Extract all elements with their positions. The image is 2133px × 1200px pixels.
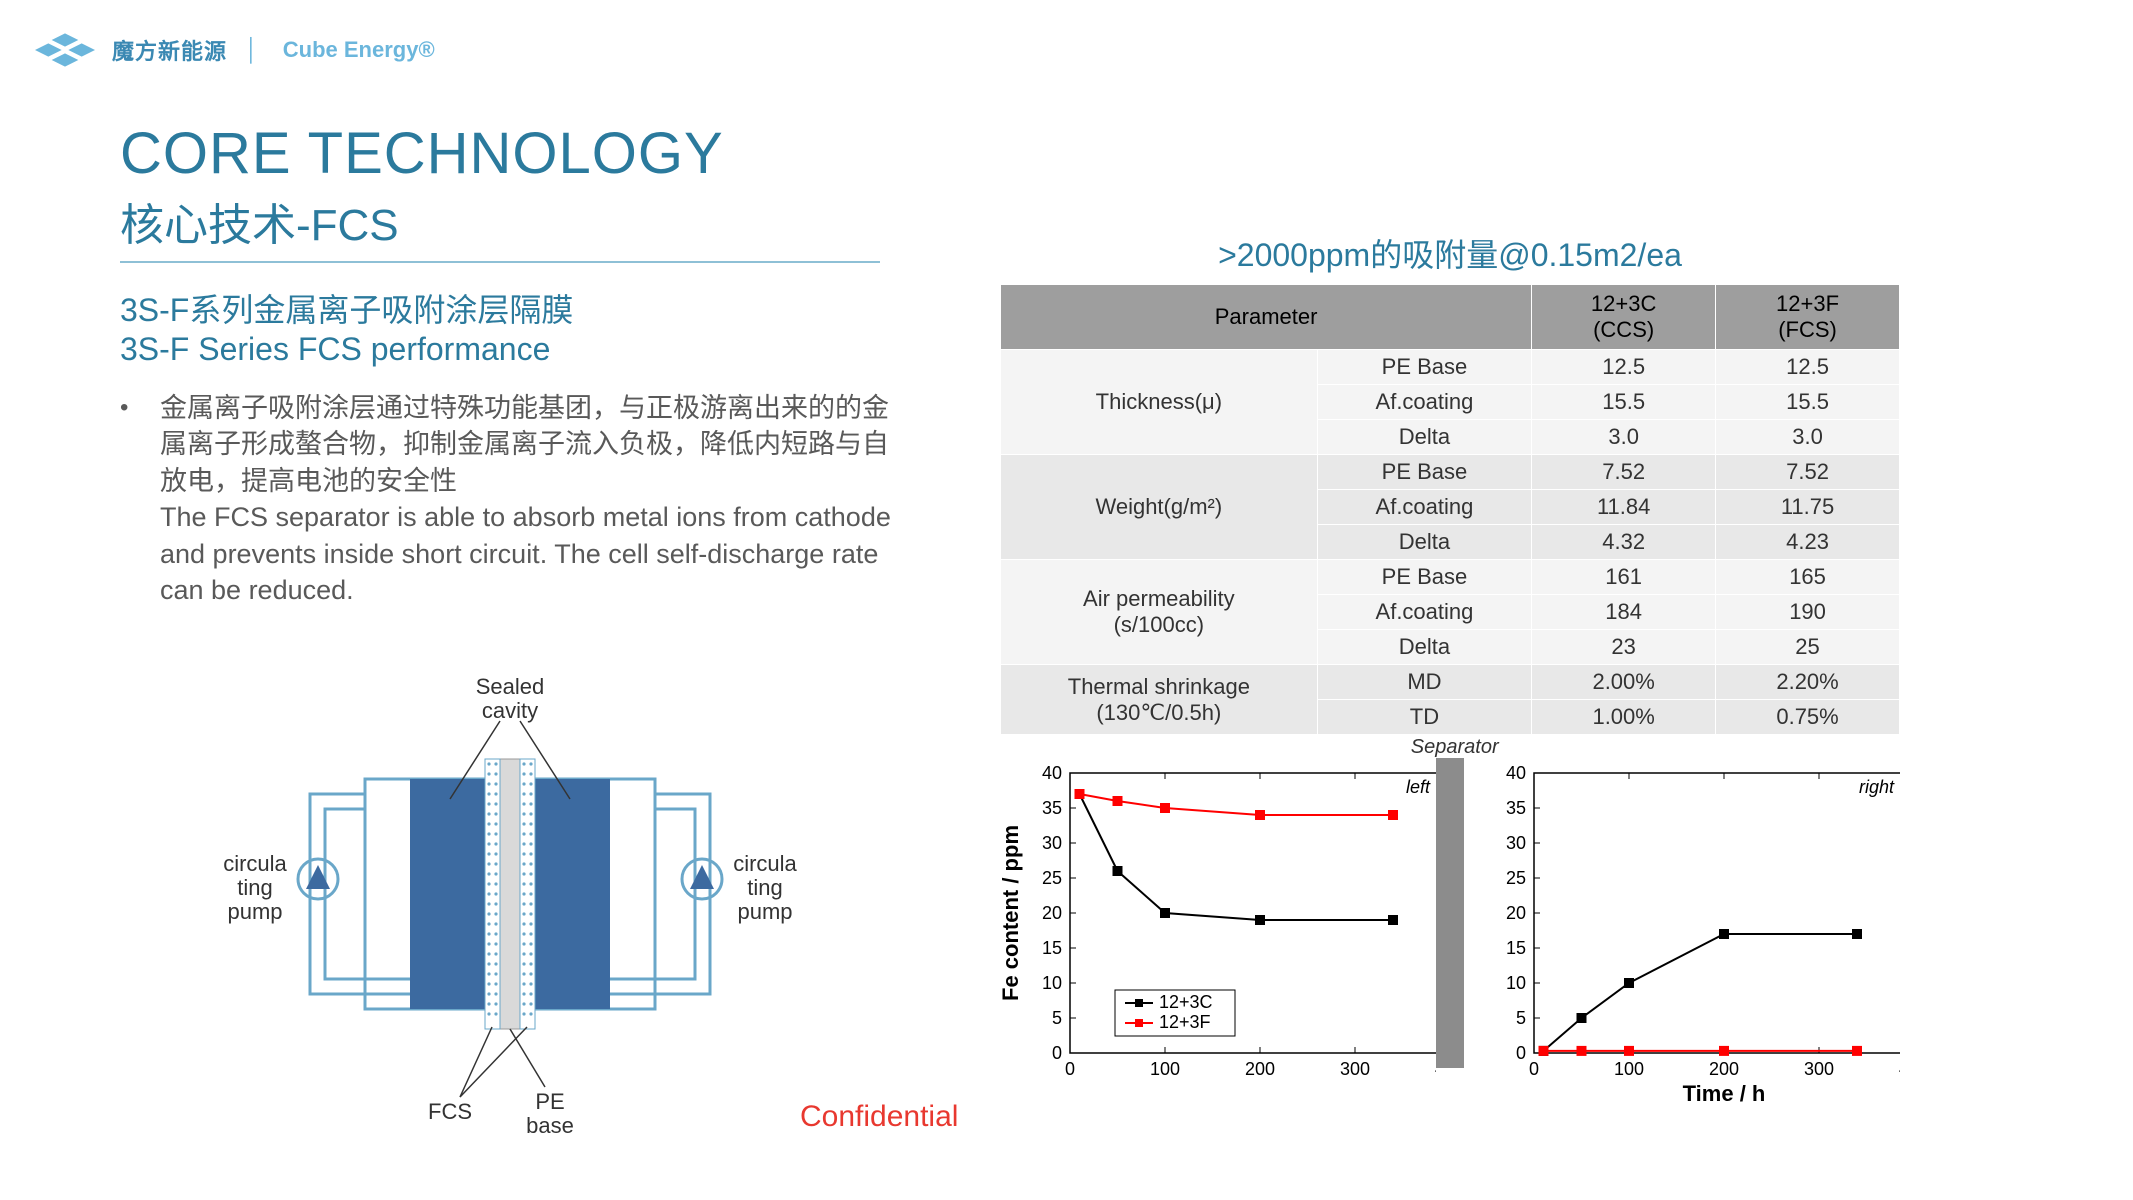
chart-right: 05101520253035400100200300400rightTime /… bbox=[1464, 753, 1900, 1108]
chart-left: 05101520253035400100200300400left12+3C12… bbox=[1000, 753, 1436, 1108]
bullet-icon: • bbox=[120, 392, 128, 424]
logo-bar: 魔方新能源 │ Cube Energy® bbox=[30, 20, 2093, 110]
logo-icon bbox=[30, 30, 100, 70]
separator-bar: Separator bbox=[1436, 758, 1464, 1068]
svg-text:pump: pump bbox=[737, 899, 792, 924]
svg-text:Sealed: Sealed bbox=[476, 674, 545, 699]
right-headline: >2000ppm的吸附量@0.15m2/ea bbox=[1000, 230, 1900, 276]
svg-text:5: 5 bbox=[1516, 1008, 1526, 1028]
svg-text:PE: PE bbox=[535, 1089, 564, 1114]
svg-text:10: 10 bbox=[1506, 973, 1526, 993]
svg-text:5: 5 bbox=[1052, 1008, 1062, 1028]
fcs-diagram: Sealedcavitycirculatingpumpcirculatingpu… bbox=[200, 649, 820, 1149]
svg-text:12+3F: 12+3F bbox=[1159, 1012, 1211, 1032]
svg-text:ting: ting bbox=[747, 875, 782, 900]
svg-text:400: 400 bbox=[1899, 1059, 1900, 1079]
body-paragraph: • 金属离子吸附涂层通过特殊功能基团，与正极游离出来的的金属离子形成螯合物，抑制… bbox=[120, 390, 900, 609]
svg-text:300: 300 bbox=[1804, 1059, 1834, 1079]
svg-text:0: 0 bbox=[1052, 1043, 1062, 1063]
svg-text:0: 0 bbox=[1529, 1059, 1539, 1079]
diagram-wrap: Sealedcavitycirculatingpumpcirculatingpu… bbox=[120, 649, 900, 1149]
svg-text:ting: ting bbox=[237, 875, 272, 900]
svg-text:40: 40 bbox=[1506, 763, 1526, 783]
parameter-table: Parameter12+3C(CCS)12+3F(FCS)Thickness(μ… bbox=[1000, 284, 1900, 735]
svg-text:right: right bbox=[1859, 777, 1895, 797]
separator-label: Separator bbox=[1411, 736, 1499, 759]
svg-text:300: 300 bbox=[1340, 1059, 1370, 1079]
chart-row: 05101520253035400100200300400left12+3C12… bbox=[1000, 753, 1900, 1108]
svg-text:35: 35 bbox=[1506, 798, 1526, 818]
svg-text:100: 100 bbox=[1614, 1059, 1644, 1079]
svg-text:40: 40 bbox=[1042, 763, 1062, 783]
title-underline bbox=[120, 261, 880, 263]
svg-text:cavity: cavity bbox=[482, 698, 538, 723]
slide-page: 魔方新能源 │ Cube Energy® CORE TECHNOLOGY 核心技… bbox=[0, 0, 2133, 1200]
svg-text:200: 200 bbox=[1709, 1059, 1739, 1079]
svg-text:12+3C: 12+3C bbox=[1159, 992, 1213, 1012]
svg-text:0: 0 bbox=[1065, 1059, 1075, 1079]
svg-text:20: 20 bbox=[1506, 903, 1526, 923]
svg-text:Time / h: Time / h bbox=[1683, 1081, 1766, 1106]
right-column: >2000ppm的吸附量@0.15m2/ea Parameter12+3C(CC… bbox=[1000, 230, 1900, 1108]
svg-text:FCS: FCS bbox=[428, 1099, 472, 1124]
paragraph-cn: 金属离子吸附涂层通过特殊功能基团，与正极游离出来的的金属离子形成螯合物，抑制金属… bbox=[160, 393, 889, 496]
svg-text:25: 25 bbox=[1042, 868, 1062, 888]
svg-text:pump: pump bbox=[227, 899, 282, 924]
svg-text:25: 25 bbox=[1506, 868, 1526, 888]
logo-text-en: Cube Energy® bbox=[283, 37, 435, 63]
svg-text:35: 35 bbox=[1042, 798, 1062, 818]
svg-text:20: 20 bbox=[1042, 903, 1062, 923]
svg-text:30: 30 bbox=[1042, 833, 1062, 853]
confidential-label: Confidential bbox=[800, 1100, 958, 1134]
svg-text:15: 15 bbox=[1042, 938, 1062, 958]
svg-text:30: 30 bbox=[1506, 833, 1526, 853]
svg-text:base: base bbox=[526, 1113, 574, 1138]
svg-text:left: left bbox=[1406, 777, 1431, 797]
paragraph-en: The FCS separator is able to absorb meta… bbox=[160, 502, 891, 605]
logo-text-cn: 魔方新能源 bbox=[112, 34, 227, 66]
logo-separator: │ bbox=[245, 37, 259, 63]
svg-text:10: 10 bbox=[1042, 973, 1062, 993]
svg-text:circula: circula bbox=[223, 851, 287, 876]
title-en: CORE TECHNOLOGY bbox=[120, 120, 2093, 187]
svg-text:100: 100 bbox=[1150, 1059, 1180, 1079]
svg-text:15: 15 bbox=[1506, 938, 1526, 958]
svg-text:circula: circula bbox=[733, 851, 797, 876]
svg-text:200: 200 bbox=[1245, 1059, 1275, 1079]
svg-text:Fe content / ppm: Fe content / ppm bbox=[1000, 825, 1023, 1001]
svg-text:0: 0 bbox=[1516, 1043, 1526, 1063]
